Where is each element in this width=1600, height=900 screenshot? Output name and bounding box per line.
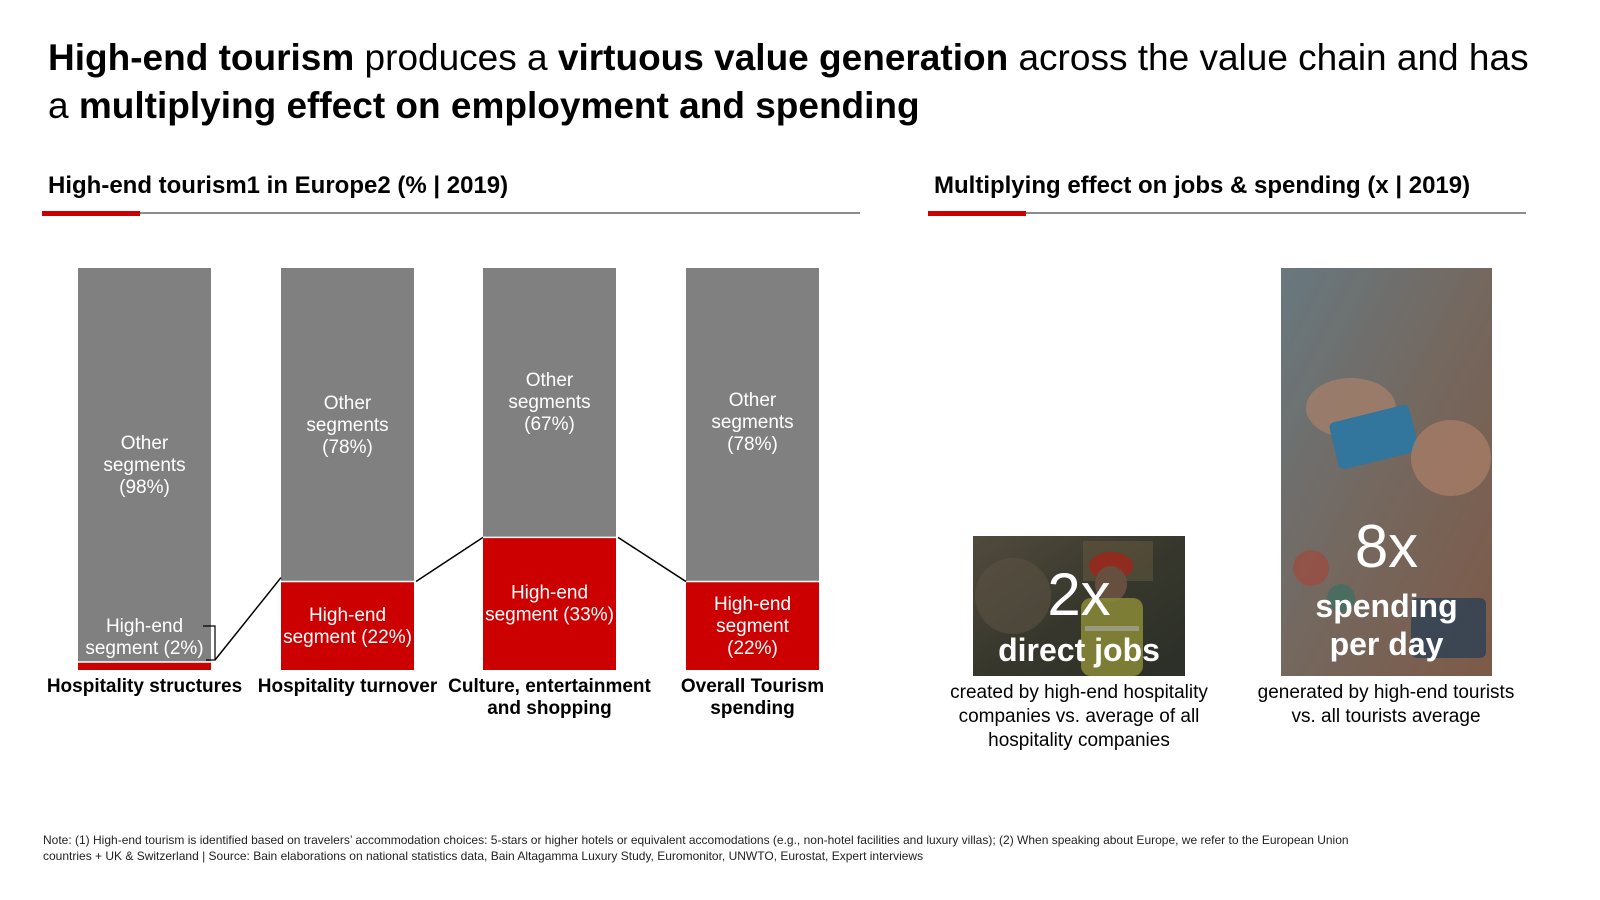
bar-highend-0: [78, 661, 211, 670]
left-heading-accent: [42, 211, 140, 216]
highend-bracket: [203, 625, 216, 661]
category-label-3: Overall Tourism spending: [681, 676, 824, 719]
stacked-bar-chart: Other segments (98%) High-end segment (2%) Ho…: [47, 268, 824, 719]
slide-title: High-end tourism produces a virtuous val…: [48, 34, 1548, 130]
spending-card: 8x spending per day: [1281, 268, 1492, 676]
jobs-card: 2x direct jobs: [973, 536, 1185, 676]
label-highend-3: High-end segment (22%): [714, 594, 791, 659]
label-other-3: Other segments (78%): [711, 390, 793, 455]
label-other-0: Other segments (98%): [103, 433, 185, 498]
jobs-multiplier: 2x: [1047, 561, 1111, 628]
title-bold-3: virtuous value generation: [557, 37, 1009, 78]
right-heading-rule: [928, 212, 1526, 214]
right-section-heading: Multiplying effect on jobs & spending (x…: [934, 172, 1471, 199]
spending-caption-line-2: vs. all tourists average: [1291, 706, 1481, 727]
connector-2: [617, 536, 687, 583]
label-highend-1: High-end segment (22%): [283, 605, 412, 648]
worker-photo-icon: [973, 536, 1185, 676]
label-other-1: Other segments (78%): [306, 393, 388, 458]
bar-other-1: [281, 268, 414, 582]
label-other-2: Other segments (67%): [508, 370, 590, 435]
title-bold-5: multiplying effect on employment and spe…: [78, 85, 920, 126]
label-highend-0: High-end segment (2%): [85, 616, 203, 659]
spending-caption-line-1: generated by high-end tourists: [1257, 682, 1515, 703]
connector-0: [214, 577, 282, 661]
title-bold-1: High-end tourism: [48, 37, 355, 78]
spending-multiplier: 8x: [1354, 513, 1419, 580]
bar-other-2: [483, 268, 616, 538]
bar-other-3: [686, 268, 819, 582]
spending-label-line-1: spending: [1315, 588, 1458, 624]
category-label-1: Hospitality turnover: [258, 676, 438, 697]
title-text-4: across the value chain and has a: [48, 37, 1529, 126]
connector-1: [415, 536, 484, 583]
footnote-line-2: countries + UK & Switzerland | Source: B…: [43, 849, 924, 863]
bar-highend-3: [686, 581, 819, 670]
spending-label-line-2: per day: [1329, 626, 1444, 662]
jobs-label: direct jobs: [998, 632, 1160, 668]
spending-caption: generated by high-end tourists vs. all t…: [1236, 681, 1536, 729]
right-heading-accent: [928, 211, 1026, 216]
left-section-heading: High-end tourism1 in Europe2 (% | 2019): [48, 172, 509, 199]
jobs-caption: created by high-end hospitality companie…: [929, 681, 1229, 753]
jobs-caption-line-1: created by high-end hospitality: [950, 682, 1208, 703]
category-label-0: Hospitality structures: [47, 676, 242, 697]
footnote-line-1: Note: (1) High-end tourism is identified…: [43, 833, 1349, 847]
category-label-2: Culture, entertainment and shopping: [448, 676, 651, 719]
jobs-caption-line-2: companies vs. average of all: [958, 706, 1200, 727]
bar-highend-2: [483, 537, 616, 670]
bar-other-0: [78, 268, 211, 662]
title-text-2: produces a: [354, 37, 558, 78]
jobs-caption-line-3: hospitality companies: [988, 730, 1170, 751]
left-heading-rule: [42, 212, 860, 214]
label-highend-2: High-end segment (33%): [485, 583, 614, 626]
bar-highend-1: [281, 581, 414, 670]
footnote: Note: (1) High-end tourism is identified…: [43, 832, 1523, 864]
card-payment-photo-icon: [1281, 268, 1492, 676]
